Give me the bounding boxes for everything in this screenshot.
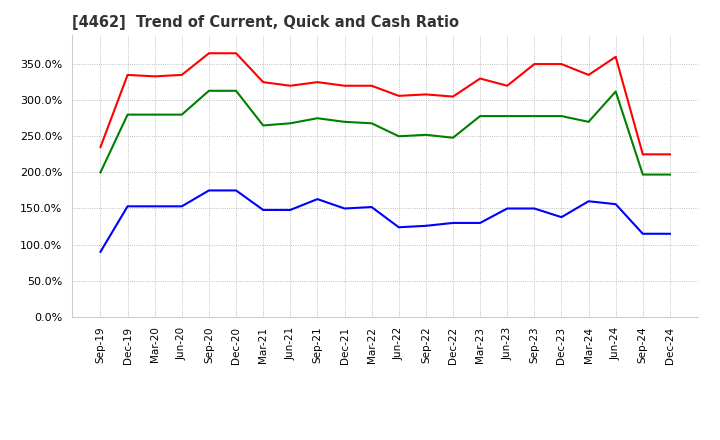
Cash Ratio xyxy=(341,206,349,211)
Quick Ratio xyxy=(449,135,457,140)
Line: Cash Ratio: Cash Ratio xyxy=(101,191,670,252)
Current Ratio xyxy=(421,92,430,97)
Current Ratio xyxy=(204,51,213,56)
Quick Ratio xyxy=(639,172,647,177)
Cash Ratio xyxy=(150,204,159,209)
Line: Quick Ratio: Quick Ratio xyxy=(101,91,670,175)
Cash Ratio xyxy=(421,223,430,228)
Cash Ratio xyxy=(584,198,593,204)
Cash Ratio xyxy=(503,206,511,211)
Quick Ratio xyxy=(503,114,511,119)
Cash Ratio xyxy=(96,249,105,254)
Current Ratio xyxy=(286,83,294,88)
Quick Ratio xyxy=(367,121,376,126)
Current Ratio xyxy=(611,54,620,59)
Quick Ratio xyxy=(150,112,159,117)
Quick Ratio xyxy=(341,119,349,125)
Current Ratio xyxy=(341,83,349,88)
Current Ratio xyxy=(232,51,240,56)
Current Ratio xyxy=(150,74,159,79)
Current Ratio xyxy=(395,93,403,99)
Cash Ratio xyxy=(557,215,566,220)
Current Ratio xyxy=(123,72,132,77)
Current Ratio xyxy=(476,76,485,81)
Quick Ratio xyxy=(611,89,620,94)
Quick Ratio xyxy=(123,112,132,117)
Current Ratio xyxy=(96,144,105,150)
Current Ratio xyxy=(557,62,566,67)
Quick Ratio xyxy=(530,114,539,119)
Quick Ratio xyxy=(313,116,322,121)
Quick Ratio xyxy=(665,172,674,177)
Text: [4462]  Trend of Current, Quick and Cash Ratio: [4462] Trend of Current, Quick and Cash … xyxy=(72,15,459,30)
Current Ratio xyxy=(178,72,186,77)
Current Ratio xyxy=(530,62,539,67)
Quick Ratio xyxy=(557,114,566,119)
Cash Ratio xyxy=(286,207,294,213)
Quick Ratio xyxy=(178,112,186,117)
Line: Current Ratio: Current Ratio xyxy=(101,53,670,154)
Cash Ratio xyxy=(530,206,539,211)
Quick Ratio xyxy=(584,119,593,125)
Cash Ratio xyxy=(639,231,647,236)
Cash Ratio xyxy=(204,188,213,193)
Current Ratio xyxy=(584,72,593,77)
Cash Ratio xyxy=(123,204,132,209)
Current Ratio xyxy=(665,152,674,157)
Cash Ratio xyxy=(178,204,186,209)
Cash Ratio xyxy=(367,205,376,210)
Current Ratio xyxy=(367,83,376,88)
Cash Ratio xyxy=(232,188,240,193)
Cash Ratio xyxy=(476,220,485,226)
Current Ratio xyxy=(639,152,647,157)
Cash Ratio xyxy=(259,207,268,213)
Quick Ratio xyxy=(395,134,403,139)
Quick Ratio xyxy=(476,114,485,119)
Quick Ratio xyxy=(286,121,294,126)
Cash Ratio xyxy=(313,197,322,202)
Current Ratio xyxy=(503,83,511,88)
Quick Ratio xyxy=(204,88,213,93)
Cash Ratio xyxy=(449,220,457,226)
Cash Ratio xyxy=(611,202,620,207)
Current Ratio xyxy=(259,80,268,85)
Quick Ratio xyxy=(232,88,240,93)
Quick Ratio xyxy=(421,132,430,137)
Quick Ratio xyxy=(259,123,268,128)
Current Ratio xyxy=(449,94,457,99)
Current Ratio xyxy=(313,80,322,85)
Cash Ratio xyxy=(665,231,674,236)
Cash Ratio xyxy=(395,225,403,230)
Quick Ratio xyxy=(96,170,105,175)
